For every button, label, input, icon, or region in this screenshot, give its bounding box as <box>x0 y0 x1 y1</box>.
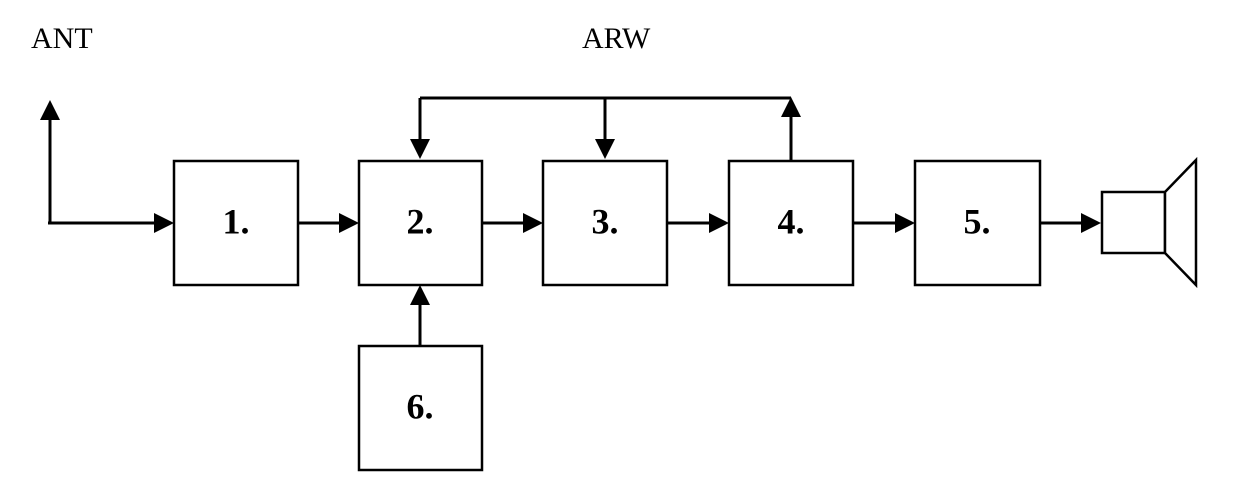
block-2: 2. <box>357 159 484 287</box>
agc-feedback-loop <box>410 96 801 160</box>
antenna-icon <box>40 100 60 223</box>
block-4-label: 4. <box>778 201 805 241</box>
wire-6-to-2 <box>410 285 430 346</box>
wire-5-to-speaker <box>1040 213 1101 233</box>
wire-3-to-4 <box>667 213 729 233</box>
block-1-label: 1. <box>223 201 250 241</box>
block-5: 5. <box>913 159 1042 287</box>
speaker-icon <box>1100 156 1198 289</box>
wire-4-to-5 <box>853 213 915 233</box>
wire-2-to-3 <box>482 213 543 233</box>
antenna-label: ANT <box>31 22 93 55</box>
block-4: 4. <box>727 159 855 287</box>
block-5-label: 5. <box>964 201 991 241</box>
block-3: 3. <box>541 159 669 287</box>
block-3-label: 3. <box>592 201 619 241</box>
block-1: 1. <box>172 159 300 287</box>
block-6: 6. <box>357 344 484 472</box>
wire-antenna-to-1 <box>48 213 174 233</box>
agc-label: ARW <box>582 22 651 55</box>
block-6-label: 6. <box>407 386 434 426</box>
wire-1-to-2 <box>298 213 359 233</box>
block-2-label: 2. <box>407 201 434 241</box>
